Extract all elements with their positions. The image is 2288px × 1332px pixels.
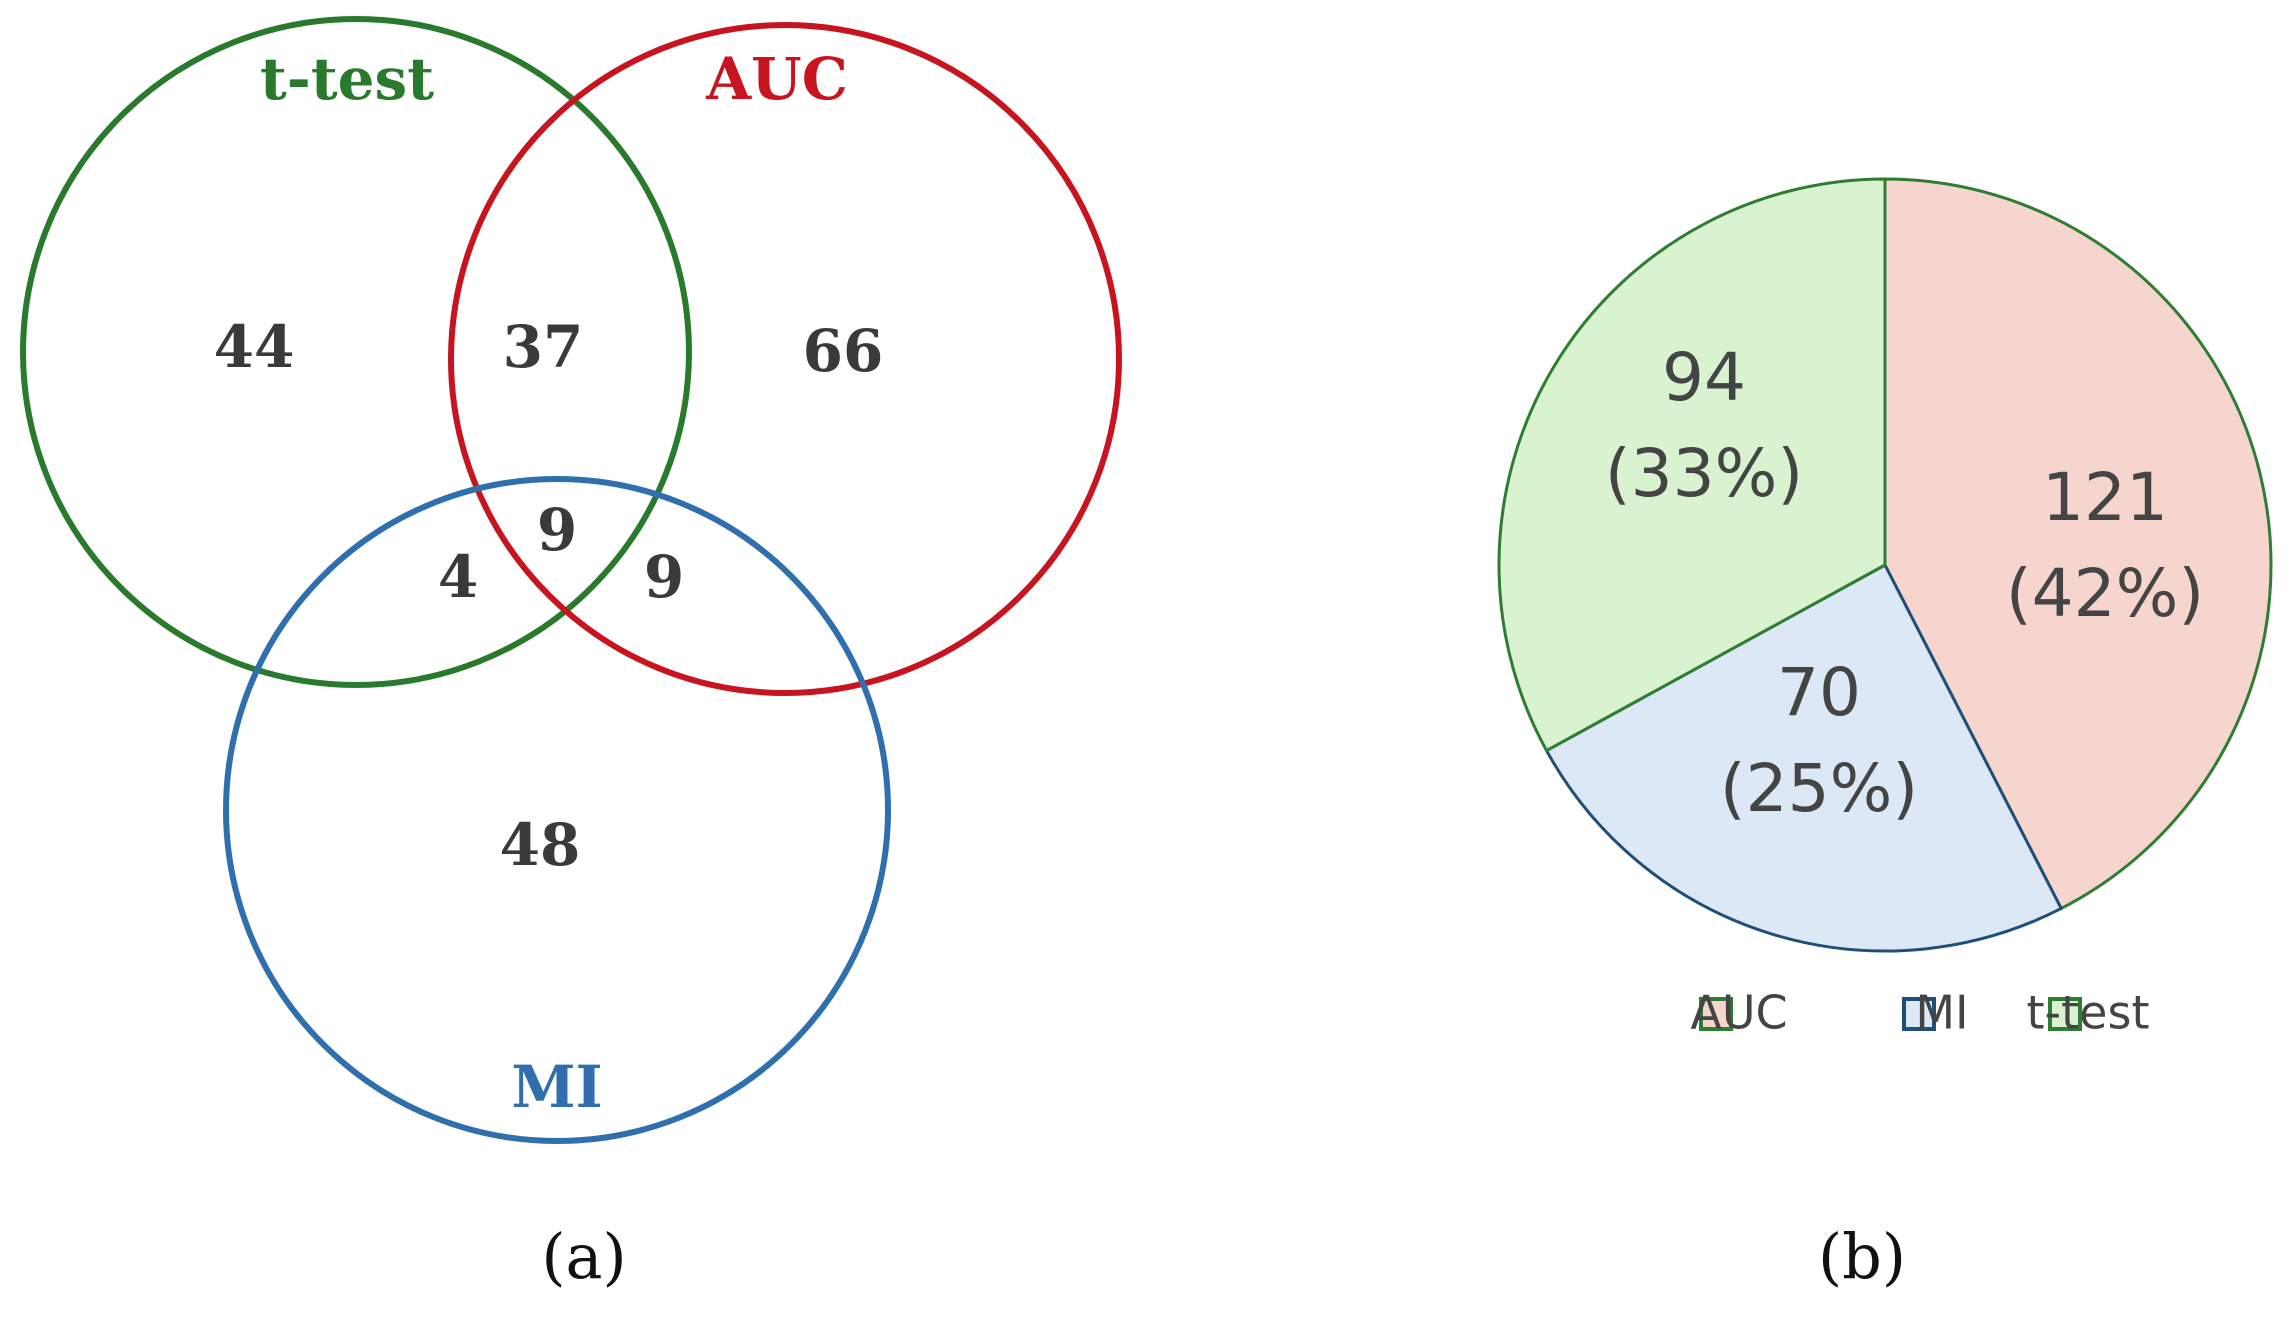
set-label: AUC xyxy=(705,45,848,113)
caption: (b) xyxy=(1818,1220,1906,1293)
pie-slice xyxy=(1544,562,2064,953)
region-value: 44 xyxy=(214,313,295,381)
set-label: t-test xyxy=(260,45,434,113)
region-value: 9 xyxy=(644,543,684,611)
region-value: 4 xyxy=(438,543,478,611)
slice-value: 70 xyxy=(1777,654,1861,731)
set-label: MI xyxy=(511,1053,602,1121)
slice-value: 94 xyxy=(1662,339,1746,416)
slice-value: 121 xyxy=(2042,459,2168,536)
slice-percent: (33%) xyxy=(1605,435,1803,512)
legend-label: MI xyxy=(1915,986,1968,1040)
region-value: 9 xyxy=(537,496,577,564)
pie-slice xyxy=(1883,177,2273,911)
region-value: 37 xyxy=(503,313,584,381)
slice-percent: (42%) xyxy=(2006,555,2204,632)
legend-label: AUC xyxy=(1690,986,1787,1040)
slice-percent: (25%) xyxy=(1720,750,1918,827)
legend-marker xyxy=(1902,997,1936,1031)
legend-label: t-test xyxy=(2027,986,2150,1040)
region-value: 48 xyxy=(500,811,581,879)
region-value: 66 xyxy=(803,317,884,385)
legend-marker xyxy=(2048,997,2082,1031)
set-circle xyxy=(448,22,1122,696)
set-circle xyxy=(223,476,891,1144)
pie-slice xyxy=(1497,177,1887,753)
legend-marker xyxy=(1699,997,1733,1031)
caption: (a) xyxy=(541,1220,626,1293)
set-circle xyxy=(20,16,692,688)
